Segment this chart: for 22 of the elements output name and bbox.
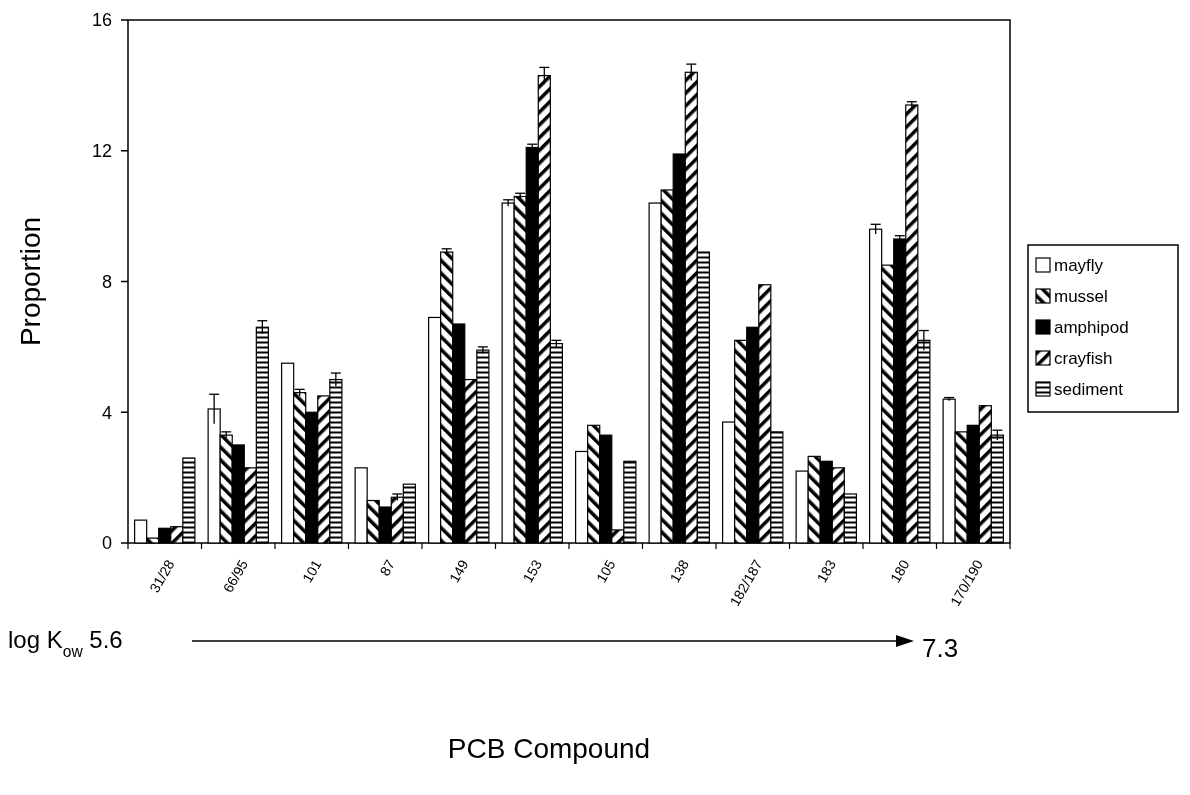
text: 7.3 xyxy=(922,633,959,663)
legend-label: amphipod xyxy=(1054,317,1129,337)
y-axis-title: Proportion xyxy=(15,216,46,347)
legend-label: sediment xyxy=(1054,379,1124,399)
x-tick-label: 87 xyxy=(376,556,399,579)
legend-label: mayfly xyxy=(1054,255,1104,275)
y-tick-label: 12 xyxy=(91,141,112,162)
y-tick-label: 8 xyxy=(101,271,112,292)
legend-label: mussel xyxy=(1054,286,1108,306)
x-tick-label: 101 xyxy=(299,556,325,586)
y-tick-label: 4 xyxy=(101,402,112,423)
y-tick-label: 0 xyxy=(101,533,112,554)
x-tick-label: 153 xyxy=(519,556,546,586)
x-tick-label: 149 xyxy=(446,556,472,586)
x-axis-title: PCB Compound xyxy=(447,733,651,764)
x-tick-label: 180 xyxy=(887,556,913,586)
x-tick-label: 138 xyxy=(666,556,693,586)
x-tick-label: 183 xyxy=(813,556,840,586)
x-tick-label: 105 xyxy=(593,556,619,586)
y-tick-label: 16 xyxy=(91,10,112,31)
legend-label: crayfish xyxy=(1054,348,1113,368)
text: log K$_{ow}$ 5.6 xyxy=(8,626,123,660)
